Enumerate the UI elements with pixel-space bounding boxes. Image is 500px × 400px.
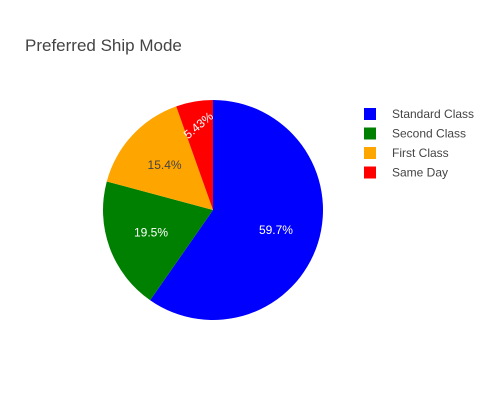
- slice-label-standard-class: 59.7%: [259, 223, 293, 237]
- slice-label-second-class: 19.5%: [134, 226, 168, 240]
- legend-label: Same Day: [392, 166, 448, 180]
- legend-label: First Class: [392, 146, 449, 160]
- legend-label: Second Class: [392, 127, 466, 141]
- legend-swatch: [364, 128, 376, 140]
- slice-label-first-class: 15.4%: [148, 158, 182, 172]
- legend-item-same-day[interactable]: Same Day: [364, 166, 448, 180]
- chart-title: Preferred Ship Mode: [25, 36, 182, 55]
- legend-swatch: [364, 167, 376, 179]
- legend: Standard Class Second Class First Class Sam…: [364, 107, 474, 180]
- pie-slices: [103, 100, 323, 320]
- legend-swatch: [364, 147, 376, 159]
- legend-item-standard-class[interactable]: Standard Class: [364, 107, 474, 121]
- legend-label: Standard Class: [392, 107, 474, 121]
- legend-item-second-class[interactable]: Second Class: [364, 127, 466, 141]
- legend-item-first-class[interactable]: First Class: [364, 146, 449, 160]
- legend-swatch: [364, 108, 376, 120]
